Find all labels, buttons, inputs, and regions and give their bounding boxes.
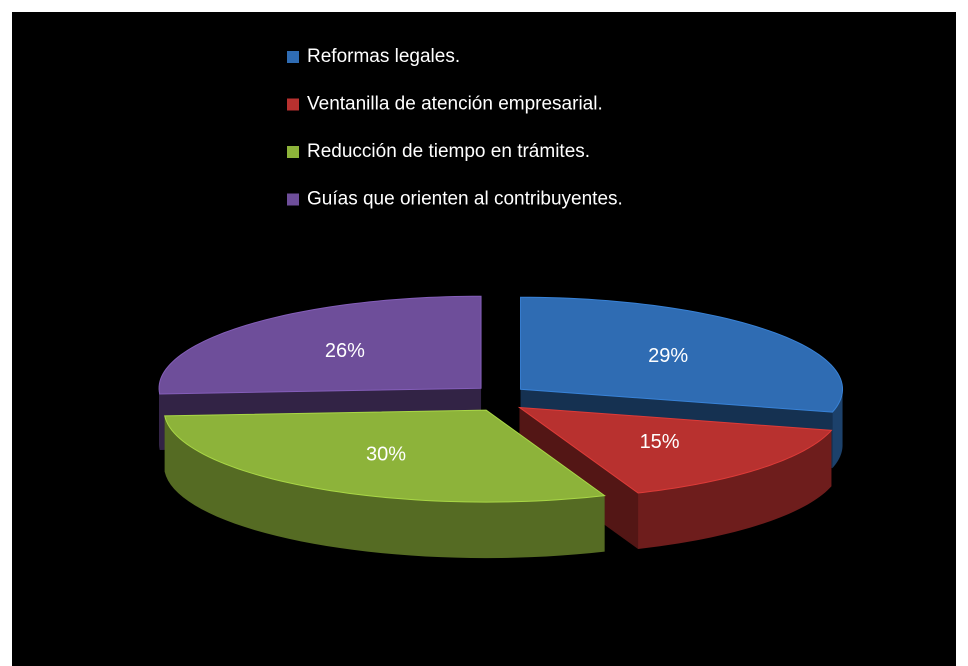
slice-top	[158, 295, 482, 395]
legend-label: Ventanilla de atención empresarial.	[307, 94, 603, 115]
slice-side	[164, 415, 605, 559]
pie-slice	[164, 409, 606, 559]
slice-top	[520, 296, 844, 413]
legend-label: Reformas legales.	[307, 46, 460, 67]
data-label: 29%	[648, 345, 688, 367]
data-label: 30%	[366, 443, 406, 465]
legend-swatch	[287, 98, 299, 111]
data-label: 15%	[640, 431, 680, 453]
slice-side	[159, 388, 160, 450]
slice-top	[164, 409, 606, 503]
slice-side	[832, 389, 843, 469]
legend-swatch	[287, 146, 299, 158]
legend-label: Guías que orienten al contribuyentes.	[307, 189, 623, 210]
data-label: 26%	[325, 340, 365, 362]
legend-swatch	[287, 193, 299, 206]
pie-slice	[517, 406, 833, 549]
slice-side	[638, 430, 832, 549]
legend-label: Reducción de tiempo en trámites.	[307, 141, 590, 162]
slice-top	[517, 406, 833, 494]
legend-swatch	[287, 51, 299, 63]
